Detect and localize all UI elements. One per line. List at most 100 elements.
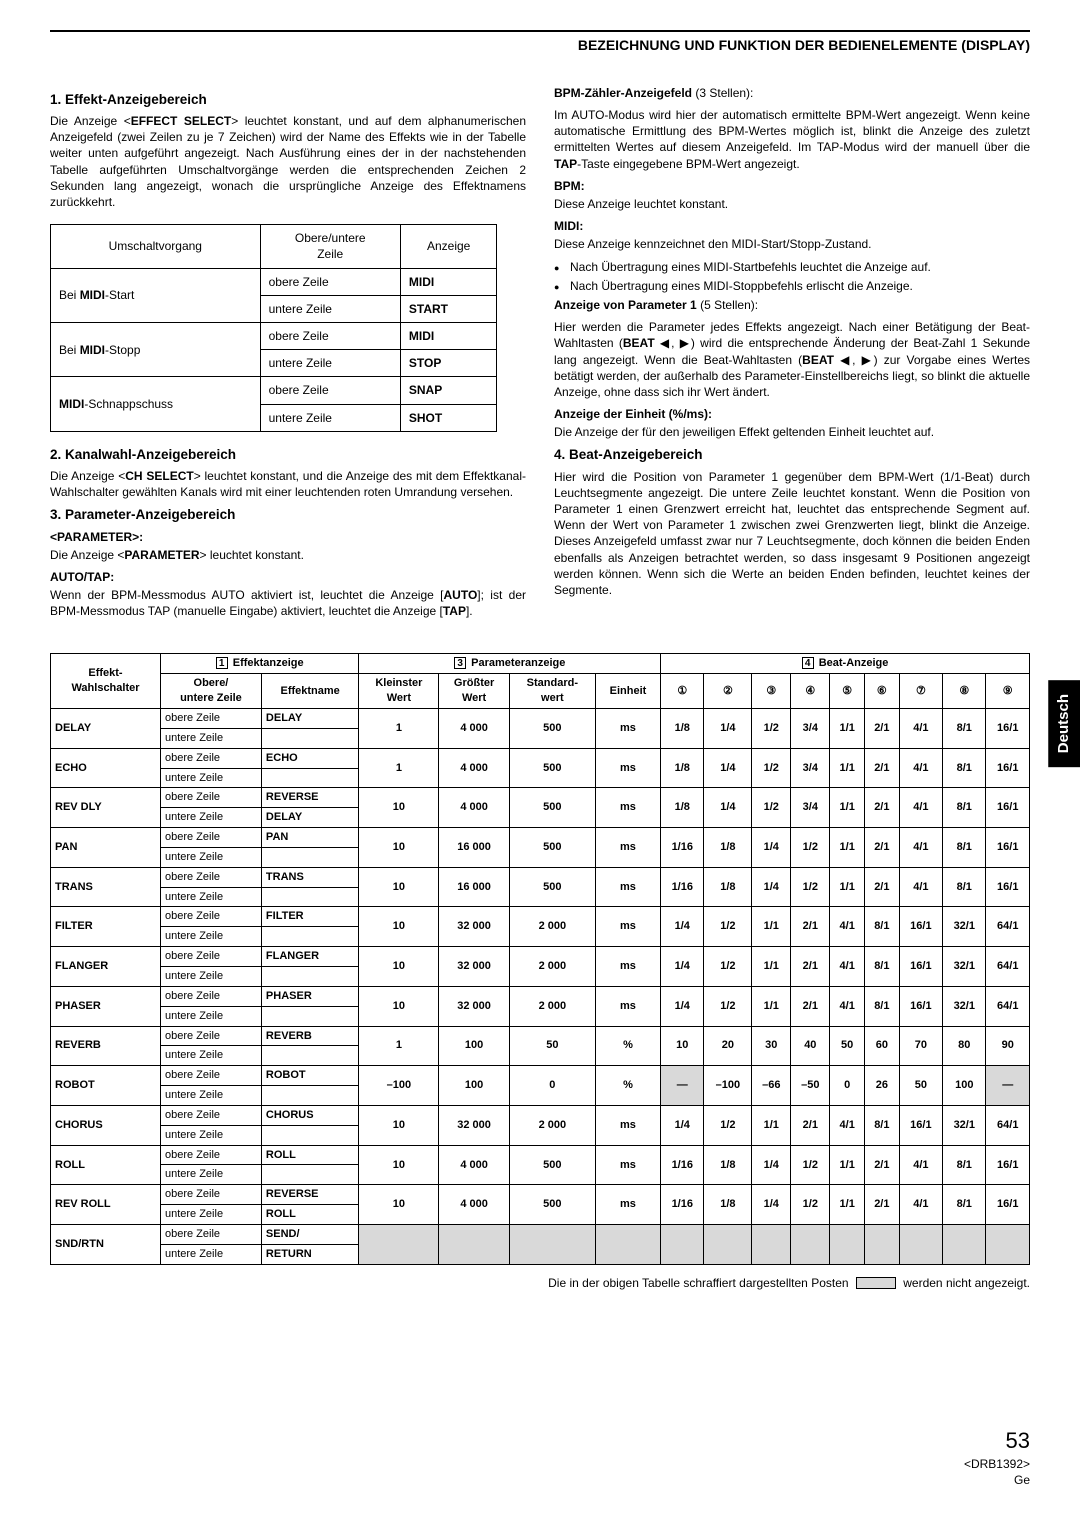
th-gross: GrößterWert [439,674,509,709]
beat-cell: 8/1 [943,709,986,749]
bul2: Nach Übertragung eines MIDI-Stoppbefehls… [554,278,1030,294]
beat-cell: 8/1 [943,748,986,788]
beat-cell: 80 [943,1026,986,1066]
ename-cell: FILTER [261,907,358,927]
beat-cell: 1/1 [830,1145,865,1185]
line-cell: untere Zeile [160,808,261,828]
std-cell: 0 [509,1066,595,1106]
line-cell: untere Zeile [160,1205,261,1225]
sw-cell: REV ROLL [51,1185,161,1225]
line-cell: obere Zeile [160,1066,261,1086]
ename-cell: TRANS [261,867,358,887]
beat-cell: 1/1 [752,947,791,987]
beat-cell: 1/2 [791,867,830,907]
ename-cell [261,1165,358,1185]
line-cell: untere Zeile [160,768,261,788]
ename-cell [261,887,358,907]
s3-sub1: <PARAMETER>: [50,529,526,545]
beat-cell: 1/4 [752,1185,791,1225]
beat-cell: 8/1 [943,867,986,907]
beat-cell: 4/1 [830,907,865,947]
max-cell: 32 000 [439,1105,509,1145]
beat-cell: 8/1 [865,907,900,947]
ename-cell: PAN [261,828,358,848]
beat-cell: 8/1 [943,788,986,828]
line-cell: untere Zeile [160,1165,261,1185]
ename-cell [261,768,358,788]
min-cell: 10 [359,1105,439,1145]
min-cell: 1 [359,1026,439,1066]
section-1-text: Die Anzeige <EFFECT SELECT> leuchtet kon… [50,113,526,210]
line-cell: obere Zeile [160,867,261,887]
unit-cell: % [595,1066,660,1106]
unit-cell: ms [595,748,660,788]
th-beat: 4 Beat-Anzeige [661,654,1030,674]
th-effektname: Effektname [261,674,358,709]
beat-cell: — [986,1066,1030,1106]
unit-cell: ms [595,986,660,1026]
table-row: REV ROLLobere ZeileREVERSE104 000500ms1/… [51,1185,1030,1205]
beat-cell: — [661,1066,704,1106]
ename-cell: REVERB [261,1026,358,1046]
unit-cell: ms [595,947,660,987]
min-cell: 10 [359,986,439,1026]
unit-cell: ms [595,1105,660,1145]
line-cell: untere Zeile [160,966,261,986]
beat-cell: 1/2 [704,947,752,987]
min-cell: 10 [359,828,439,868]
table-row: PHASERobere ZeilePHASER1032 0002 000ms1/… [51,986,1030,1006]
ename-cell: ROLL [261,1205,358,1225]
max-cell: 32 000 [439,986,509,1026]
section-4-title: 4. Beat-Anzeigebereich [554,446,1030,464]
beat-cell: 1/1 [752,1105,791,1145]
sw-cell: REV DLY [51,788,161,828]
beat-cell: 1/2 [791,1185,830,1225]
line-cell: untere Zeile [160,927,261,947]
line-cell: untere Zeile [160,728,261,748]
table-row: REV DLYobere ZeileREVERSE104 000500ms1/8… [51,788,1030,808]
beat-cell: 16/1 [986,709,1030,749]
beat-cell: 1/1 [830,828,865,868]
r2-sub: BPM: [554,178,1030,194]
beat-cell: 2/1 [791,907,830,947]
beat-cell: 64/1 [986,907,1030,947]
std-cell: 500 [509,867,595,907]
sw-cell: DELAY [51,709,161,749]
ename-cell [261,1125,358,1145]
th-n6: ⑥ [865,674,900,709]
beat-cell [899,1224,942,1264]
line-cell: untere Zeile [160,1046,261,1066]
r1: BPM-Zähler-Anzeigefeld (3 Stellen): [554,85,1030,101]
beat-cell: 1/8 [704,867,752,907]
sw-cell: ROLL [51,1145,161,1185]
beat-cell: 2/1 [791,986,830,1026]
beat-cell: 4/1 [899,867,942,907]
r1-text: Im AUTO-Modus wird hier der automatisch … [554,107,1030,172]
beat-cell: 1/1 [752,986,791,1026]
t1-c: untere Zeile [260,404,400,431]
unit-cell: ms [595,907,660,947]
beat-cell: 26 [865,1066,900,1106]
sw-cell: PAN [51,828,161,868]
unit-cell: % [595,1026,660,1066]
beat-cell: 64/1 [986,986,1030,1026]
th-n2: ② [704,674,752,709]
std-cell: 500 [509,709,595,749]
unit-cell: ms [595,788,660,828]
sw-cell: PHASER [51,986,161,1026]
beat-cell: 2/1 [865,867,900,907]
min-cell: 1 [359,709,439,749]
beat-cell: 1/4 [704,709,752,749]
min-cell [359,1224,439,1264]
max-cell: 16 000 [439,867,509,907]
section-2-text: Die Anzeige <CH SELECT> leuchtet konstan… [50,468,526,500]
beat-cell: 2/1 [865,1145,900,1185]
beat-cell: 100 [943,1066,986,1106]
section-3-title: 3. Parameter-Anzeigebereich [50,506,526,524]
beat-cell: 1/8 [704,1185,752,1225]
t1-v: STOP [400,350,497,377]
t1-v: MIDI [400,268,497,295]
max-cell: 32 000 [439,907,509,947]
std-cell: 500 [509,828,595,868]
beat-cell: 1/4 [752,1145,791,1185]
